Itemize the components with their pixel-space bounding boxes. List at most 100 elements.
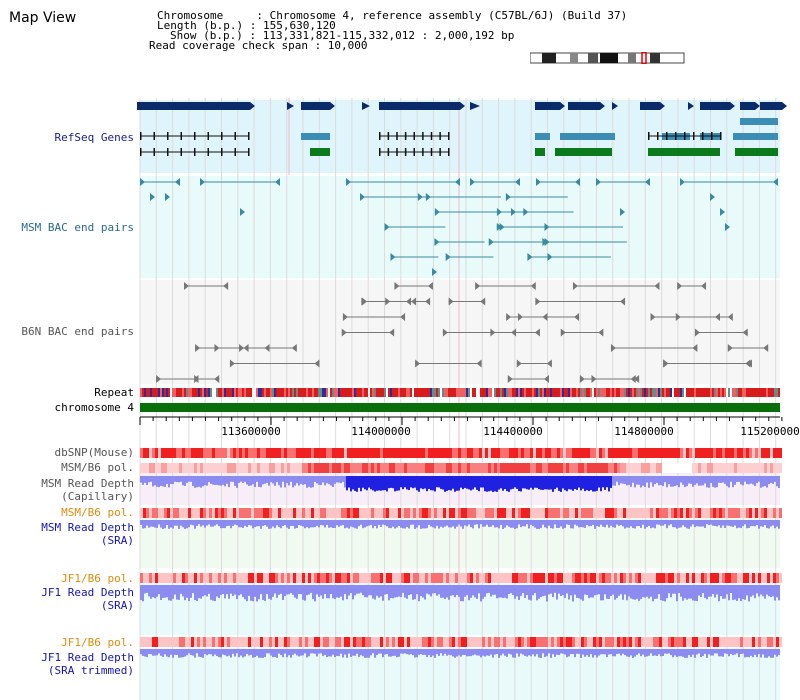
msm-capillary-depth-bar xyxy=(448,476,450,491)
jf1-pol-trimmed-segment xyxy=(290,637,293,647)
chromosome-ideogram[interactable] xyxy=(530,52,686,64)
jf1-pol-segment xyxy=(746,573,749,583)
msm-capillary-depth-bar xyxy=(484,476,486,492)
jf1-sra-depth-bar xyxy=(620,585,622,595)
jf1-pol-segment xyxy=(260,573,263,583)
msm-pol-segment xyxy=(458,463,461,473)
msm-pol-segment xyxy=(272,463,275,473)
jf1-pol-segment xyxy=(335,573,338,583)
msm-capillary-depth-bar xyxy=(248,476,250,486)
jf1-trimmed-depth-bar xyxy=(264,649,266,657)
repeat-segment xyxy=(180,388,182,397)
msm-pol-segment xyxy=(215,463,218,473)
jf1-trimmed-depth-bar xyxy=(470,649,472,657)
jf1-pol-trimmed-segment xyxy=(365,637,368,647)
jf1-trimmed-depth-bar xyxy=(716,649,718,654)
jf1-sra-depth-bar xyxy=(772,585,774,597)
jf1-trimmed-depth-bar xyxy=(554,649,556,657)
msm-sra-depth-bar xyxy=(426,520,428,529)
jf1-trimmed-depth-bar xyxy=(256,649,258,656)
msm-capillary-depth-bar xyxy=(462,476,464,490)
msm-sra-depth-bar xyxy=(398,520,400,526)
repeat-segment xyxy=(454,388,456,397)
repeat-segment xyxy=(626,388,628,397)
jf1-pol-segment xyxy=(686,573,689,583)
gene-exon xyxy=(430,148,433,156)
jf1-trimmed-depth-bar xyxy=(500,649,502,656)
msm-sra-depth-bar xyxy=(460,520,462,527)
repeat-segment xyxy=(680,388,682,397)
msm-sra-depth-bar xyxy=(512,520,514,528)
dbsnp-segment xyxy=(476,448,479,458)
jf1-trimmed-depth-bar xyxy=(724,649,726,654)
msm-capillary-depth-bar xyxy=(258,476,260,487)
msm-pol-segment xyxy=(140,463,143,473)
jf1-sra-depth-bar xyxy=(708,585,710,597)
msm-capillary-depth-bar xyxy=(414,476,416,488)
msm-capillary-depth-bar xyxy=(672,476,674,487)
dbsnp-segment xyxy=(578,448,581,458)
repeat-segment xyxy=(710,388,712,397)
jf1-pol-segment xyxy=(482,573,485,583)
msm-pol-segment xyxy=(560,463,563,473)
bac-end-marker xyxy=(575,178,580,186)
msm-capillary-depth-bar xyxy=(702,476,704,486)
dbsnp-segment xyxy=(176,448,179,458)
jf1-pol-trimmed-segment xyxy=(449,637,452,647)
msm-pol-sra-segment xyxy=(185,508,188,518)
msm-capillary-depth-bar xyxy=(370,476,372,490)
jf1-pol-trimmed-segment xyxy=(662,637,665,647)
jf1-sra-depth-bar xyxy=(152,585,154,598)
msm-pol-sra-segment xyxy=(368,508,371,518)
msm-pol-sra-segment xyxy=(590,508,593,518)
jf1-trimmed-depth-bar xyxy=(536,649,538,655)
repeat-segment xyxy=(424,388,426,397)
jf1-pol-segment xyxy=(542,573,545,583)
jf1-pol-trimmed-segment xyxy=(626,637,629,647)
msm-sra-depth-bar xyxy=(446,520,448,526)
dbsnp-segment xyxy=(629,448,632,458)
jf1-pol-segment xyxy=(692,573,695,583)
msm-sra-depth-bar xyxy=(580,520,582,527)
repeat-segment xyxy=(512,388,514,397)
gene-arrow xyxy=(612,102,618,110)
jf1-sra-depth-bar xyxy=(594,585,596,596)
msm-capillary-depth-bar xyxy=(378,476,380,491)
repeat-segment xyxy=(524,388,526,397)
repeat-segment xyxy=(718,388,720,397)
msm-capillary-depth-bar xyxy=(358,476,360,488)
dbsnp-segment xyxy=(602,448,605,458)
repeat-segment xyxy=(540,388,542,397)
jf1-sra-depth-bar xyxy=(222,585,224,595)
msm-capillary-depth-bar xyxy=(512,476,514,489)
msm-capillary-depth-bar xyxy=(612,476,614,486)
repeat-segment xyxy=(708,388,710,397)
msm-sra-depth-bar xyxy=(402,520,404,529)
msm-pol-sra-segment xyxy=(494,508,497,518)
jf1-sra-depth-bar xyxy=(534,585,536,594)
jf1-trimmed-depth-bar xyxy=(708,649,710,655)
msm-pol-segment xyxy=(572,463,575,473)
jf1-pol-segment xyxy=(617,573,620,583)
msm-sra-depth-bar xyxy=(256,520,258,527)
bac-end-marker xyxy=(763,344,769,352)
jf1-trimmed-depth-bar xyxy=(620,649,622,656)
jf1-pol-trimmed-segment xyxy=(770,637,773,647)
dbsnp-segment xyxy=(305,448,308,458)
gene-exon xyxy=(404,132,407,140)
jf1-sra-depth-bar xyxy=(194,585,196,600)
msm-pol-sra-segment xyxy=(362,508,365,518)
jf1-trimmed-depth-bar xyxy=(688,649,690,656)
jf1-sra-depth-bar xyxy=(530,585,532,601)
jf1-trimmed-depth-bar xyxy=(454,649,456,658)
repeat-segment xyxy=(346,388,348,397)
repeat-segment xyxy=(494,388,496,397)
repeat-segment xyxy=(164,388,166,397)
repeat-segment xyxy=(448,388,450,397)
jf1-pol-segment xyxy=(764,573,767,583)
jf1-trimmed-depth-bar xyxy=(606,649,608,658)
repeat-segment xyxy=(202,388,204,397)
chromosome-info-line: Chromosome : Chromosome 4, reference ass… xyxy=(157,9,628,22)
msm-pol-sra-segment xyxy=(536,508,539,518)
